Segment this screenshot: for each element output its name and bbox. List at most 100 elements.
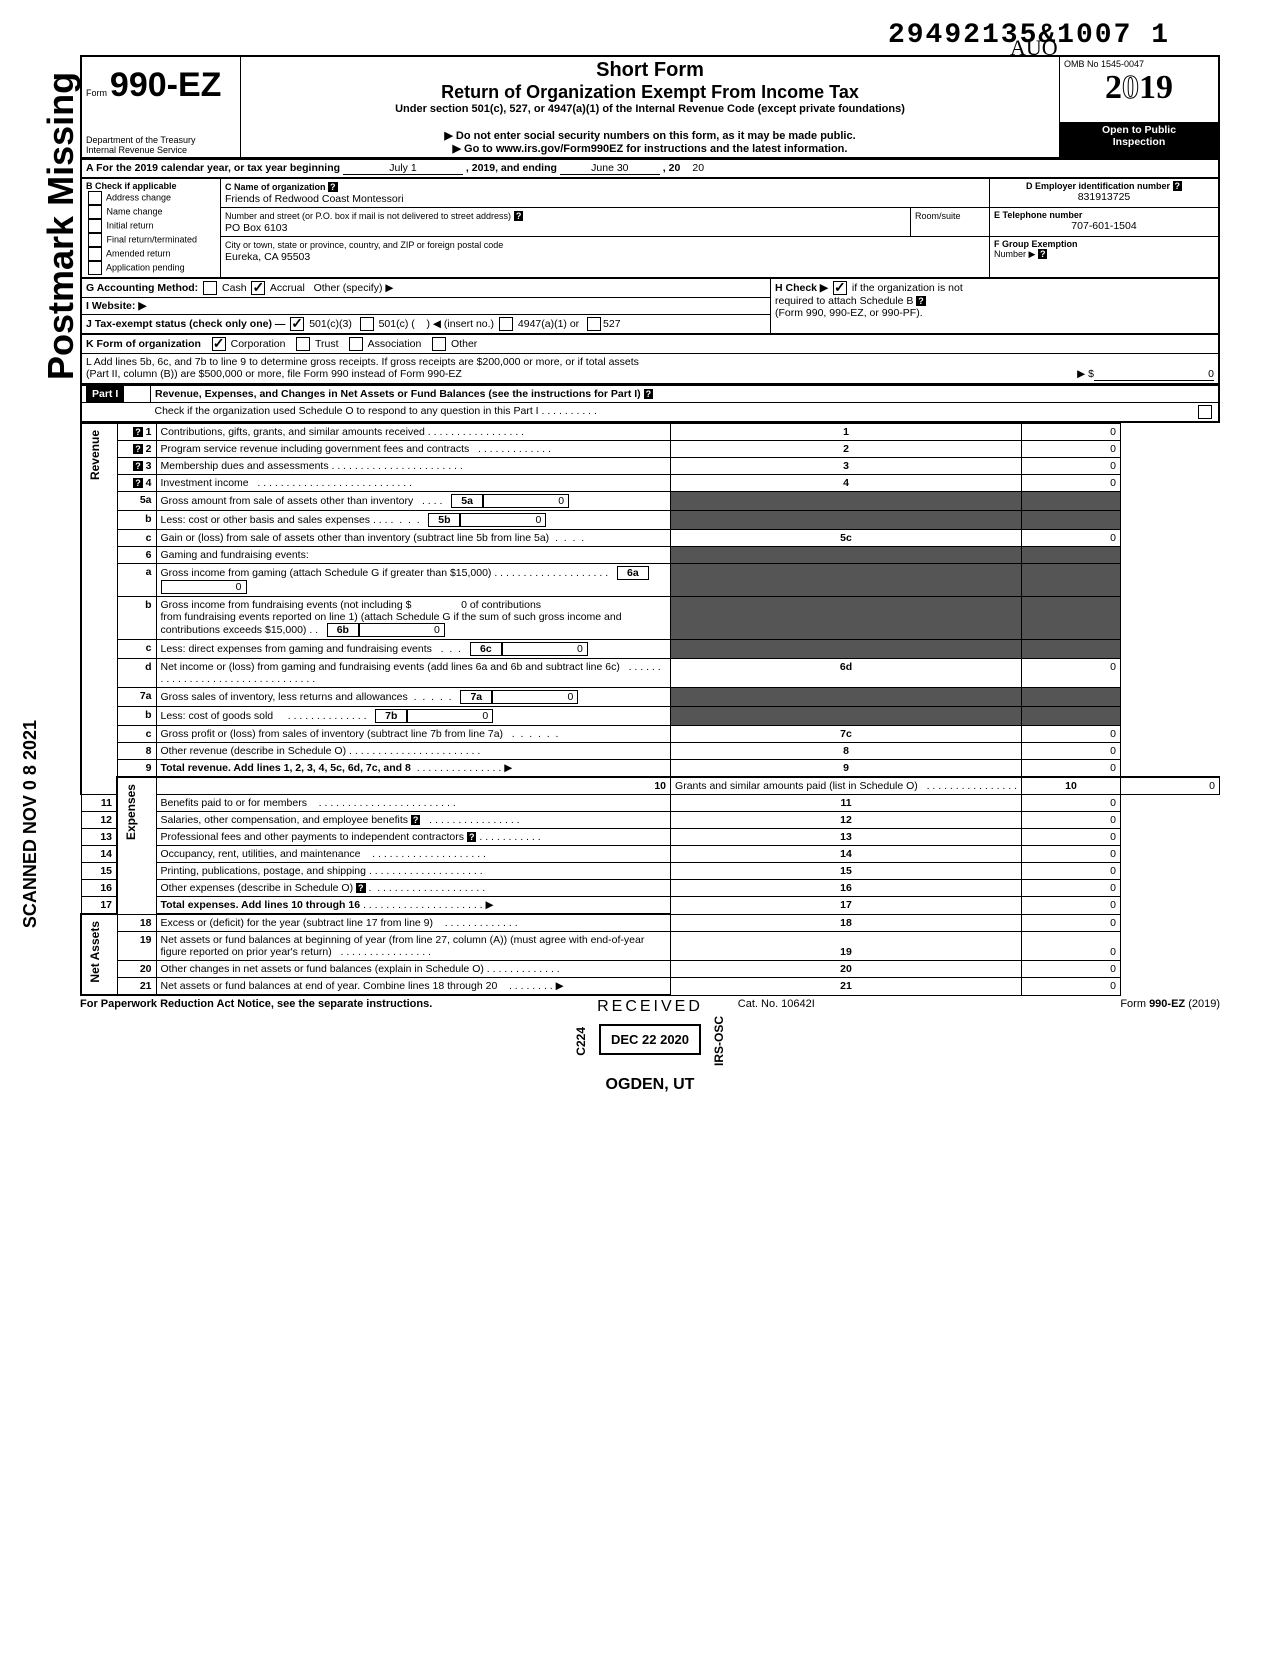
lbl-insert: ) ◀ (insert no.) bbox=[426, 318, 494, 330]
ln19-box: 19 bbox=[671, 932, 1022, 961]
shaded bbox=[671, 688, 1022, 707]
shaded bbox=[671, 492, 1022, 511]
handwritten-mark: AUO bbox=[1010, 35, 1058, 61]
lbl-trust: Trust bbox=[315, 338, 339, 350]
note-ssn: ▶ Do not enter social security numbers o… bbox=[245, 129, 1055, 142]
chk-app-pending[interactable] bbox=[88, 261, 102, 275]
side-netassets: Net Assets bbox=[86, 917, 104, 987]
chk-501c3[interactable] bbox=[290, 317, 304, 331]
chk-527[interactable] bbox=[587, 317, 601, 331]
ln20-num: 20 bbox=[140, 963, 152, 975]
help-icon: ? bbox=[1173, 181, 1183, 191]
shaded bbox=[1022, 688, 1121, 707]
ln13-box: 13 bbox=[671, 829, 1022, 846]
h-label3: required to attach Schedule B bbox=[775, 295, 913, 307]
ln14-amt: 0 bbox=[1022, 846, 1121, 863]
ln5a-num: 5a bbox=[140, 494, 152, 506]
ln3-amt: 0 bbox=[1022, 458, 1121, 475]
ln11-box: 11 bbox=[671, 795, 1022, 812]
tax-year: 2019 bbox=[1105, 69, 1173, 106]
help-icon: ? bbox=[1038, 249, 1048, 259]
ln10-desc: Grants and similar amounts paid (list in… bbox=[675, 780, 918, 792]
ln13-num: 13 bbox=[100, 831, 112, 843]
ln6-num: 6 bbox=[146, 549, 152, 561]
ln19-desc: Net assets or fund balances at beginning… bbox=[161, 934, 645, 958]
chk-schedule-b[interactable] bbox=[833, 281, 847, 295]
ln3-desc: Membership dues and assessments . bbox=[161, 460, 335, 472]
chk-final-return[interactable] bbox=[88, 233, 102, 247]
ln16-desc: Other expenses (describe in Schedule O) bbox=[161, 882, 354, 894]
lbl-initial-return: Initial return bbox=[107, 220, 154, 230]
ln21-box: 21 bbox=[671, 978, 1022, 996]
chk-address-change[interactable] bbox=[88, 191, 102, 205]
chk-accrual[interactable] bbox=[251, 281, 265, 295]
omb-number: OMB No 1545-0047 bbox=[1064, 59, 1214, 69]
ln19-num: 19 bbox=[140, 934, 152, 946]
ln12-amt: 0 bbox=[1022, 812, 1121, 829]
form-label: Form bbox=[86, 88, 107, 98]
shaded bbox=[1022, 547, 1121, 564]
chk-corporation[interactable] bbox=[212, 337, 226, 351]
chk-other-org[interactable] bbox=[432, 337, 446, 351]
chk-amended[interactable] bbox=[88, 247, 102, 261]
ln18-box: 18 bbox=[671, 914, 1022, 932]
ln6d-box: 6d bbox=[671, 659, 1022, 688]
h-label4: (Form 990, 990-EZ, or 990-PF). bbox=[775, 307, 923, 319]
ln14-box: 14 bbox=[671, 846, 1022, 863]
ln10-amt: 0 bbox=[1121, 777, 1220, 795]
ln21-desc: Net assets or fund balances at end of ye… bbox=[161, 980, 498, 992]
note-goto: ▶ Go to www.irs.gov/Form990EZ for instru… bbox=[245, 142, 1055, 155]
chk-name-change[interactable] bbox=[88, 205, 102, 219]
ln6b-desc2: 0 of contributions bbox=[461, 599, 541, 611]
ln10-box: 10 bbox=[1022, 777, 1121, 795]
ln5b-num: b bbox=[145, 513, 151, 525]
footer-form: Form 990-EZ (2019) bbox=[1120, 998, 1220, 1010]
ln6a-num: a bbox=[146, 566, 152, 578]
ln7a-num: 7a bbox=[140, 690, 152, 702]
ln6d-amt: 0 bbox=[1022, 659, 1121, 688]
addr-label: Number and street (or P.O. box if mail i… bbox=[225, 211, 511, 221]
ln6d-desc: Net income or (loss) from gaming and fun… bbox=[161, 661, 620, 673]
ln8-box: 8 bbox=[671, 743, 1022, 760]
l-text1: L Add lines 5b, 6c, and 7b to line 9 to … bbox=[86, 356, 1214, 368]
ln17-arrow: ▶ bbox=[486, 899, 494, 911]
ln6c-num: c bbox=[146, 642, 152, 654]
ln7b-inamt: 0 bbox=[407, 709, 493, 723]
lbl-501c3: 501(c)(3) bbox=[309, 318, 352, 330]
ln7b-innum: 7b bbox=[375, 709, 407, 723]
ln11-num: 11 bbox=[101, 797, 112, 809]
ln11-amt: 0 bbox=[1022, 795, 1121, 812]
lbl-name-change: Name change bbox=[107, 206, 163, 216]
chk-trust[interactable] bbox=[296, 337, 310, 351]
d-label: D Employer identification number bbox=[1026, 181, 1170, 191]
chk-schedule-o[interactable] bbox=[1198, 405, 1212, 419]
ln19-amt: 0 bbox=[1022, 932, 1121, 961]
ln5a-inamt: 0 bbox=[483, 494, 569, 508]
chk-501c[interactable] bbox=[360, 317, 374, 331]
ln18-amt: 0 bbox=[1022, 914, 1121, 932]
ein: 831913725 bbox=[994, 191, 1214, 203]
chk-association[interactable] bbox=[349, 337, 363, 351]
shaded bbox=[1022, 492, 1121, 511]
b-label: B Check if applicable bbox=[86, 181, 177, 191]
chk-initial-return[interactable] bbox=[88, 219, 102, 233]
ty-begin: July 1 bbox=[343, 162, 463, 175]
ln9-num: 9 bbox=[146, 762, 152, 774]
scanned-stamp: SCANNED NOV 0 8 2021 bbox=[20, 720, 41, 928]
part1-check-text: Check if the organization used Schedule … bbox=[155, 405, 597, 417]
phone: 707-601-1504 bbox=[994, 220, 1214, 232]
title-return: Return of Organization Exempt From Incom… bbox=[245, 82, 1055, 103]
ln14-num: 14 bbox=[100, 848, 112, 860]
chk-4947[interactable] bbox=[499, 317, 513, 331]
h-label2: if the organization is not bbox=[852, 282, 963, 294]
l-gross-receipts: 0 bbox=[1094, 368, 1214, 381]
lbl-final-return: Final return/terminated bbox=[107, 234, 198, 244]
help-icon: ? bbox=[133, 427, 143, 437]
chk-cash[interactable] bbox=[203, 281, 217, 295]
ln15-num: 15 bbox=[100, 865, 112, 877]
ln6b-inamt: 0 bbox=[359, 623, 445, 637]
ln4-box: 4 bbox=[671, 475, 1022, 492]
ln10-num: 10 bbox=[654, 780, 666, 792]
help-icon: ? bbox=[133, 444, 143, 454]
side-expenses: Expenses bbox=[122, 780, 140, 844]
